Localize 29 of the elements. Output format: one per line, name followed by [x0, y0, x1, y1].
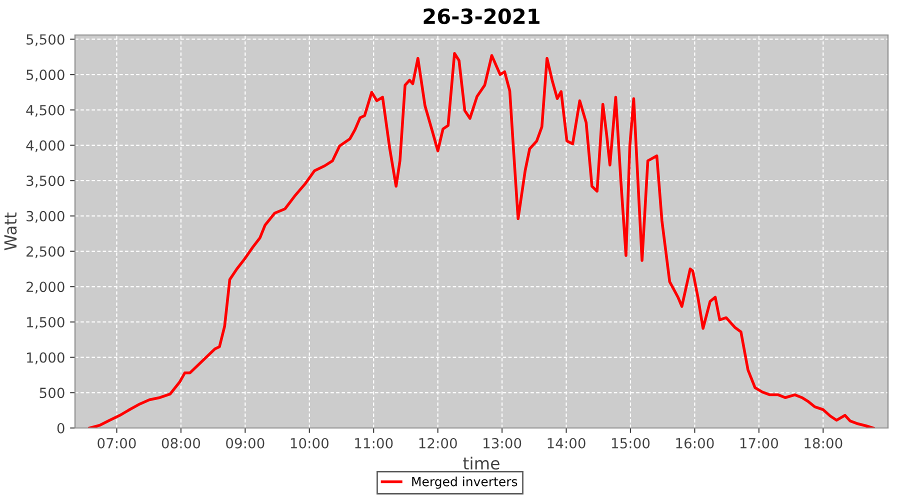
x-tick-label: 18:00 [804, 438, 842, 448]
y-tick-label: 3,500 [26, 176, 64, 188]
y-tick-label: 5,500 [26, 34, 64, 46]
chart-title: 26-3-2021 [424, 8, 540, 24]
y-tick-label: 2,000 [26, 282, 64, 294]
x-axis-title: time [463, 456, 500, 470]
y-tick-label: 0 [57, 422, 64, 434]
y-tick-label: 1,500 [27, 316, 64, 329]
x-tick-label: 11:00 [355, 438, 393, 448]
y-axis-title: Watt [4, 212, 17, 250]
x-tick-label: 12:00 [419, 438, 457, 448]
x-tick-label: 16:00 [676, 438, 714, 448]
y-tick-label: 4,000 [26, 140, 64, 152]
x-tick-label: 07:00 [98, 438, 136, 448]
y-tick-label: 3,000 [26, 210, 64, 223]
x-tick-label: 09:00 [226, 438, 264, 448]
y-tick-label: 500 [40, 388, 64, 398]
legend-label: Merged inverters [412, 476, 518, 489]
y-tick-label: 2,500 [26, 246, 64, 258]
x-tick-label: 13:00 [484, 438, 522, 448]
x-tick-label: 08:00 [162, 438, 200, 448]
y-tick-label: 1,000 [27, 352, 64, 364]
x-tick-label: 10:00 [290, 438, 328, 448]
x-tick-label: 17:00 [740, 438, 778, 448]
y-tick-label: 4,500 [26, 104, 64, 117]
line-series [88, 52, 875, 428]
x-tick-label: 14:00 [548, 438, 586, 448]
x-tick-label: 15:00 [612, 438, 650, 448]
y-tick-label: 5,000 [26, 70, 64, 82]
